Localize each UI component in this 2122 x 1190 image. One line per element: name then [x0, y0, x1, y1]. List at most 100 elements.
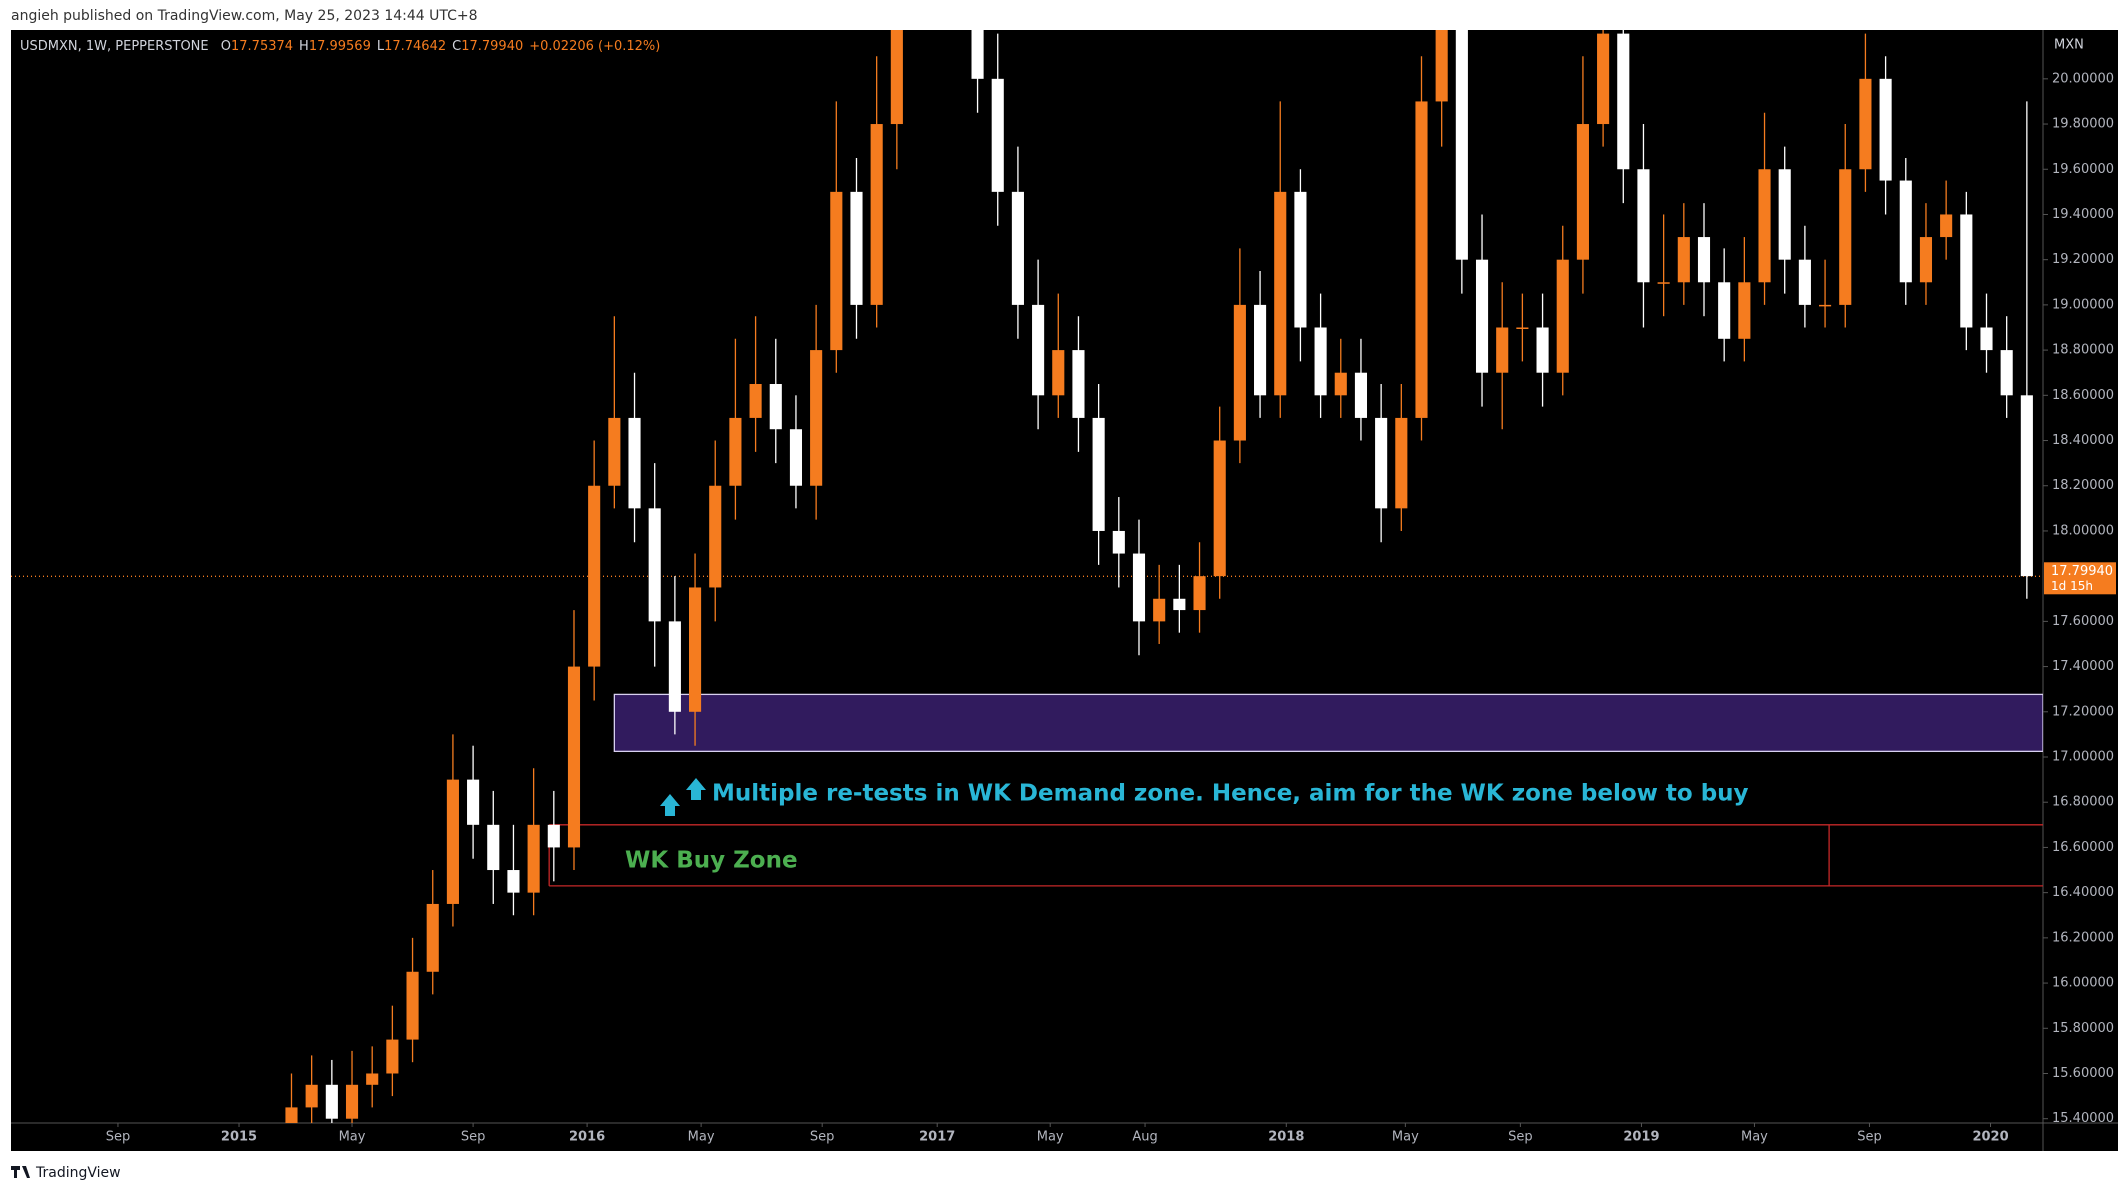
candle-body: [1899, 180, 1912, 283]
candle-body: [1395, 417, 1408, 509]
y-tick-label: 19.60000: [2052, 162, 2114, 177]
candle-body: [870, 124, 883, 305]
x-tick-label: May: [688, 1130, 715, 1145]
candle-body: [1375, 417, 1388, 509]
candle-body: [1032, 304, 1045, 396]
candle-body: [1738, 282, 1751, 339]
candle-body: [1435, 30, 1448, 102]
last-price-box: [2044, 562, 2116, 595]
x-tick-label: 2020: [1972, 1130, 2008, 1145]
x-tick-label: Sep: [1857, 1130, 1882, 1145]
candle-body: [487, 824, 500, 871]
candle-body: [1859, 78, 1872, 170]
candle-body: [406, 971, 419, 1040]
candle-body: [1819, 304, 1832, 307]
x-tick-label: Sep: [1508, 1130, 1533, 1145]
y-tick-label: 17.00000: [2052, 750, 2114, 765]
y-tick-label: 18.60000: [2052, 388, 2114, 403]
y-tick-label: 20.00000: [2052, 71, 2114, 86]
candle-body: [1415, 101, 1428, 418]
demand-zone: [613, 693, 2043, 753]
x-tick-label: May: [339, 1130, 366, 1145]
arrow-icon: [686, 778, 706, 800]
candle-body: [1475, 259, 1489, 373]
candle-body: [1213, 440, 1226, 577]
candle-body: [1617, 33, 1630, 170]
y-tick-label: 17.20000: [2052, 704, 2114, 719]
ohlc-value: 17.99569: [309, 39, 371, 54]
symbol-line: USDMXN, 1W, PEPPERSTONE O17.75374 H17.995…: [20, 39, 660, 54]
candle-body: [991, 78, 1004, 192]
y-tick-label: 15.40000: [2052, 1111, 2114, 1126]
ohlc-key: C: [452, 39, 461, 54]
candle-body: [1576, 124, 1589, 260]
candle-body: [1516, 327, 1529, 329]
y-tick-label: 15.80000: [2052, 1021, 2114, 1036]
candle-body: [1092, 417, 1105, 531]
logo-mark: [11, 1166, 30, 1178]
candle-body: [1677, 237, 1690, 283]
y-tick-label: 19.80000: [2052, 117, 2114, 132]
time-axis: [11, 1123, 2118, 1151]
y-tick-label: 16.00000: [2052, 976, 2114, 991]
candle-body: [1657, 282, 1670, 284]
candle-body: [467, 779, 480, 825]
candle-body: [749, 384, 762, 418]
candle-body: [668, 621, 681, 712]
y-tick-label: 18.00000: [2052, 523, 2114, 538]
x-tick-label: 2018: [1268, 1130, 1304, 1145]
candle-body: [1334, 372, 1347, 396]
symbol: USDMXN, 1W, PEPPERSTONE: [20, 39, 209, 54]
x-tick-label: May: [1392, 1130, 1419, 1145]
y-tick-label: 19.20000: [2052, 252, 2114, 267]
y-tick-label: 17.40000: [2052, 659, 2114, 674]
candle-body: [1274, 191, 1287, 396]
footer-logo: TradingView: [11, 1165, 121, 1181]
zone-label: WK Buy Zone: [625, 848, 798, 874]
candle-body: [1455, 30, 1468, 260]
candle-body: [1132, 553, 1146, 622]
candle-body: [1496, 327, 1509, 373]
candle-body: [1233, 304, 1246, 441]
candle-body: [588, 485, 601, 667]
candle-body: [527, 824, 540, 893]
candle-body: [1153, 598, 1166, 622]
candle-body: [2000, 350, 2013, 396]
x-tick-label: 2016: [569, 1130, 605, 1145]
candle-body: [1254, 304, 1267, 396]
candle-body: [1294, 191, 1307, 328]
candle-body: [1697, 237, 1711, 283]
candle-body: [1960, 214, 1973, 328]
candle-body: [648, 508, 661, 622]
candle-body: [507, 870, 520, 893]
y-tick-label: 16.60000: [2052, 840, 2114, 855]
candle-body: [325, 1084, 338, 1119]
x-tick-label: 2015: [221, 1130, 257, 1145]
candle-body: [426, 903, 439, 972]
y-tick-label: 18.20000: [2052, 478, 2114, 493]
y-tick-label: 16.80000: [2052, 795, 2114, 810]
candle-body: [850, 191, 863, 305]
candle-body: [1718, 282, 1731, 339]
change-value: +0.02206 (+0.12%): [529, 39, 660, 54]
y-tick-label: 19.40000: [2052, 207, 2114, 222]
candle-body: [1556, 259, 1569, 373]
candle-body: [285, 1107, 298, 1123]
y-tick-label: 19.00000: [2052, 297, 2114, 312]
candle-body: [1637, 169, 1650, 283]
candle-body: [1072, 350, 1085, 418]
candle-body: [1173, 598, 1186, 611]
x-tick-label: Sep: [810, 1130, 835, 1145]
arrow-icon: [660, 794, 680, 816]
y-tick-label: 16.40000: [2052, 885, 2114, 900]
y-tick-label: 17.60000: [2052, 614, 2114, 629]
candle-body: [1354, 372, 1368, 418]
ohlc-value: 17.79940: [461, 39, 523, 54]
candle-body: [810, 350, 823, 486]
candle-body: [628, 417, 641, 509]
candle-body: [305, 1084, 318, 1108]
candle-body: [547, 824, 560, 848]
candle-body: [729, 417, 742, 486]
candle-body: [1758, 169, 1771, 283]
